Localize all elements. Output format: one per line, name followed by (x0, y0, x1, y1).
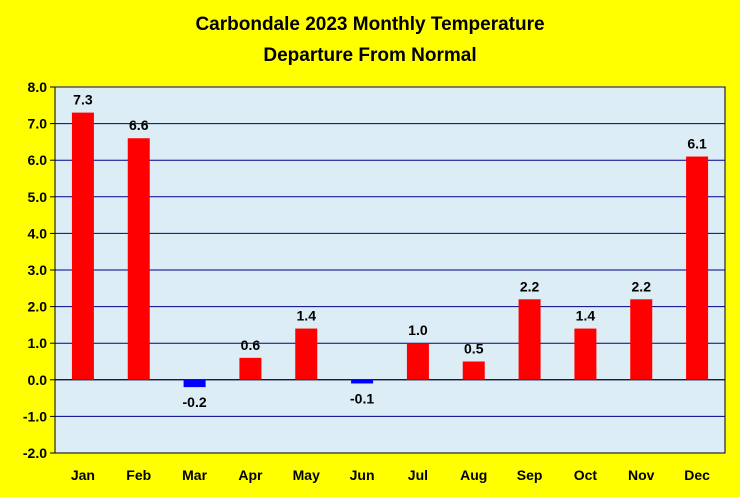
y-axis-ticks: -2.0 -1.0 0.0 1.0 2.0 3.0 4.0 5.0 6.0 7.0 8.0 (23, 79, 55, 461)
x-tick-label-dec: Dec (684, 467, 710, 483)
x-tick-label-mar: Mar (182, 467, 207, 483)
data-label-feb: 6.6 (129, 117, 149, 133)
y-tick-label: 3.0 (28, 262, 48, 278)
chart-title-line-1: Carbondale 2023 Monthly Temperature (195, 14, 544, 35)
x-tick-label-may: May (293, 467, 320, 483)
y-tick-label: 6.0 (28, 152, 48, 168)
x-tick-label-feb: Feb (126, 467, 151, 483)
x-tick-label-sep: Sep (517, 467, 543, 483)
y-tick-label: -1.0 (23, 408, 47, 424)
x-tick-label-jun: Jun (350, 467, 375, 483)
bar-jan (71, 112, 94, 380)
x-tick-label-jul: Jul (408, 467, 428, 483)
x-tick-label-nov: Nov (628, 467, 655, 483)
data-label-sep: 2.2 (520, 278, 540, 294)
y-tick-label: 2.0 (28, 299, 48, 315)
data-label-jun: -0.1 (350, 390, 374, 406)
bar-may (295, 328, 318, 380)
y-tick-label: 5.0 (28, 189, 48, 205)
x-tick-label-jan: Jan (71, 467, 95, 483)
data-label-apr: 0.6 (241, 337, 261, 353)
gridlines (55, 86, 725, 417)
data-label-nov: 2.2 (632, 278, 652, 294)
x-tick-label-apr: Apr (238, 467, 263, 483)
data-label-aug: 0.5 (464, 341, 484, 357)
y-tick-label: 0.0 (28, 372, 48, 388)
data-label-jan: 7.3 (73, 92, 93, 108)
x-axis-ticks: Jan Feb Mar Apr May Jun Jul Aug Sep Oct Nov Dec (71, 467, 710, 483)
bar-jun (351, 379, 374, 384)
data-label-mar: -0.2 (183, 394, 207, 410)
x-tick-label-aug: Aug (460, 467, 487, 483)
y-tick-label: 4.0 (28, 225, 48, 241)
data-label-jul: 1.0 (408, 322, 428, 338)
data-label-oct: 1.4 (576, 308, 596, 324)
bar-oct (574, 328, 597, 380)
data-label-may: 1.4 (297, 308, 317, 324)
chart-title-line-2: Departure From Normal (263, 45, 476, 66)
bar-mar (183, 379, 206, 388)
data-label-dec: 6.1 (687, 136, 707, 152)
x-tick-label-oct: Oct (574, 467, 598, 483)
y-tick-label: -2.0 (23, 445, 47, 461)
bar-aug (462, 361, 485, 380)
bar-jul (406, 343, 429, 380)
bar-sep (518, 299, 541, 380)
y-tick-label: 1.0 (28, 335, 48, 351)
bar-dec (686, 156, 709, 380)
bar-nov (630, 299, 653, 380)
bars (71, 112, 709, 388)
bar-feb (127, 138, 150, 380)
y-tick-label: 8.0 (28, 79, 48, 95)
data-labels: 7.3 6.6 -0.2 0.6 1.4 -0.1 1.0 0.5 2.2 1.4 2.2 6.1 (73, 92, 707, 410)
bar-apr (239, 357, 262, 380)
y-tick-label: 7.0 (28, 116, 48, 132)
